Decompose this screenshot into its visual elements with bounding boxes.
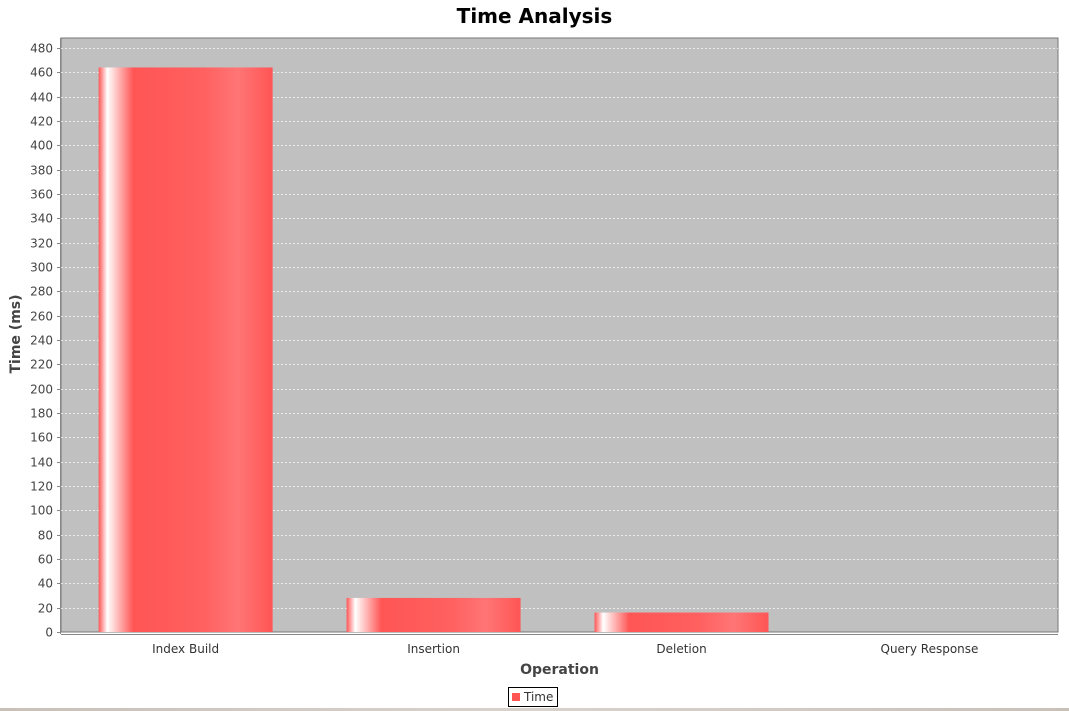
y-tick-label: 340: [30, 212, 53, 226]
y-tick-label: 300: [30, 261, 53, 275]
legend-label: Time: [524, 690, 554, 704]
y-tick-label: 260: [30, 310, 53, 324]
bar: [594, 612, 769, 632]
y-tick-label: 280: [30, 285, 53, 299]
legend: Time: [508, 687, 559, 707]
y-tick-label: 400: [30, 139, 53, 153]
bar: [98, 67, 273, 632]
y-tick-label: 140: [30, 456, 53, 470]
x-axis-label: Operation: [520, 662, 599, 678]
y-tick-label: 460: [30, 66, 53, 80]
y-tick-label: 40: [38, 577, 53, 591]
x-tick-label: Index Build: [152, 642, 219, 656]
y-tick-label: 180: [30, 407, 53, 421]
legend-swatch: [512, 693, 520, 701]
y-tick-label: 220: [30, 358, 53, 372]
y-tick-label: 420: [30, 115, 53, 129]
y-tick-label: 320: [30, 237, 53, 251]
y-tick-label: 480: [30, 42, 53, 56]
y-tick-label: 380: [30, 164, 53, 178]
y-tick-label: 100: [30, 504, 53, 518]
bottom-edge: [0, 708, 1069, 711]
x-tick-label: Deletion: [656, 642, 706, 656]
x-tick-label: Query Response: [881, 642, 979, 656]
x-tick-label: Insertion: [407, 642, 460, 656]
y-tick-label: 0: [45, 626, 53, 640]
y-tick-label: 440: [30, 91, 53, 105]
chart-title: Time Analysis: [456, 4, 613, 28]
y-tick-label: 20: [38, 602, 53, 616]
y-tick-label: 80: [38, 529, 53, 543]
y-tick-label: 360: [30, 188, 53, 202]
y-tick-label: 240: [30, 334, 53, 348]
y-tick-label: 120: [30, 480, 53, 494]
bar: [346, 597, 521, 632]
y-tick-label: 200: [30, 383, 53, 397]
y-tick-label: 60: [38, 553, 53, 567]
y-tick-label: 160: [30, 431, 53, 445]
